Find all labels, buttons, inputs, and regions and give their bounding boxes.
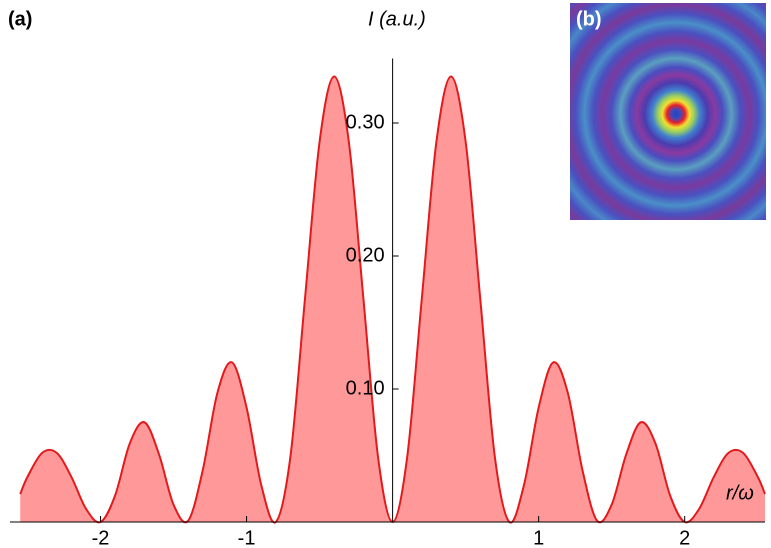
x-tick-label: 2 xyxy=(679,527,690,548)
x-axis-title: r/ω xyxy=(726,482,754,504)
y-tick-label: 0.30 xyxy=(346,111,385,133)
panel-label: (a) xyxy=(8,8,32,30)
y-axis-title: I (a.u.) xyxy=(368,8,426,30)
x-tick-label: -2 xyxy=(92,527,110,548)
x-tick-label: -1 xyxy=(238,527,256,548)
y-tick-label: 0.20 xyxy=(346,244,385,266)
inset-image xyxy=(570,3,766,220)
x-tick-label: 1 xyxy=(533,527,544,548)
panel-label: (b) xyxy=(576,8,602,30)
y-tick-label: 0.10 xyxy=(346,377,385,399)
